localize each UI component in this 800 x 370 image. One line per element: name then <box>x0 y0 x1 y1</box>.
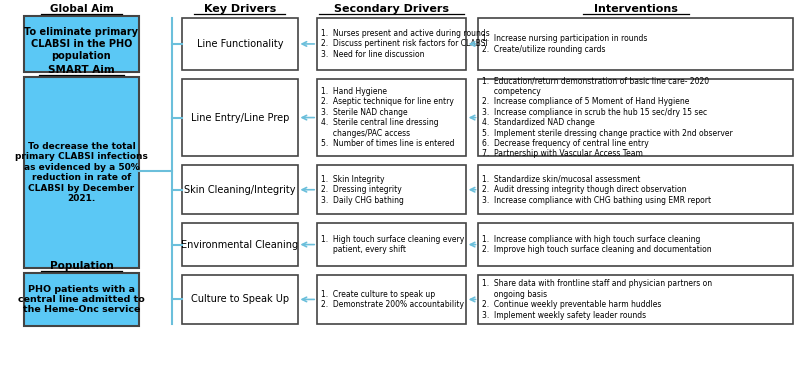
Text: 1.  Nurses present and active during rounds
2.  Discuss pertinent risk factors f: 1. Nurses present and active during roun… <box>321 29 490 59</box>
FancyBboxPatch shape <box>478 275 794 324</box>
Text: 1.  Standardize skin/mucosal assessment
2.  Audit dressing integrity though dire: 1. Standardize skin/mucosal assessment 2… <box>482 175 711 205</box>
Text: 1.  Share data with frontline staff and physician partners on
     ongoing basis: 1. Share data with frontline staff and p… <box>482 279 713 320</box>
Text: 1.  Create culture to speak up
2.  Demonstrate 200% accountability: 1. Create culture to speak up 2. Demonst… <box>321 290 464 309</box>
FancyBboxPatch shape <box>478 79 794 156</box>
Text: Interventions: Interventions <box>594 4 678 14</box>
FancyBboxPatch shape <box>478 18 794 70</box>
FancyBboxPatch shape <box>24 77 139 268</box>
FancyBboxPatch shape <box>317 165 466 215</box>
Text: Skin Cleaning/Integrity: Skin Cleaning/Integrity <box>184 185 295 195</box>
FancyBboxPatch shape <box>182 275 298 324</box>
FancyBboxPatch shape <box>24 16 139 72</box>
Text: PHO patients with a
central line admitted to
the Heme-Onc service: PHO patients with a central line admitte… <box>18 285 145 314</box>
FancyBboxPatch shape <box>478 223 794 266</box>
FancyBboxPatch shape <box>317 79 466 156</box>
Text: 1.  Education/return demonstration of basic line care- 2020
     competency
2.  : 1. Education/return demonstration of bas… <box>482 77 733 158</box>
Text: 1.  Skin Integrity
2.  Dressing integrity
3.  Daily CHG bathing: 1. Skin Integrity 2. Dressing integrity … <box>321 175 404 205</box>
Text: Key Drivers: Key Drivers <box>204 4 276 14</box>
Text: To decrease the total
primary CLABSI infections
as evidenced by a 50%
reduction : To decrease the total primary CLABSI inf… <box>15 142 148 203</box>
Text: 1.  Hand Hygiene
2.  Aseptic technique for line entry
3.  Sterile NAD change
4. : 1. Hand Hygiene 2. Aseptic technique for… <box>321 87 454 148</box>
Text: Line Functionality: Line Functionality <box>197 39 283 49</box>
Text: To eliminate primary
CLABSI in the PHO
population: To eliminate primary CLABSI in the PHO p… <box>25 27 138 61</box>
FancyBboxPatch shape <box>182 165 298 215</box>
FancyBboxPatch shape <box>24 273 139 326</box>
Text: Environmental Cleaning: Environmental Cleaning <box>182 239 298 250</box>
Text: Line Entry/Line Prep: Line Entry/Line Prep <box>190 112 289 122</box>
FancyBboxPatch shape <box>182 79 298 156</box>
FancyBboxPatch shape <box>182 223 298 266</box>
Text: Culture to Speak Up: Culture to Speak Up <box>190 295 289 305</box>
Text: SMART Aim: SMART Aim <box>48 65 114 75</box>
Text: 1.  Increase compliance with high touch surface cleaning
2.  Improve high touch : 1. Increase compliance with high touch s… <box>482 235 712 254</box>
FancyBboxPatch shape <box>317 275 466 324</box>
FancyBboxPatch shape <box>317 223 466 266</box>
FancyBboxPatch shape <box>317 18 466 70</box>
Text: Global Aim: Global Aim <box>50 4 114 14</box>
Text: Population: Population <box>50 261 114 271</box>
Text: 1.  Increase nursing participation in rounds
2.  Create/utilize rounding cards: 1. Increase nursing participation in rou… <box>482 34 648 54</box>
Text: Secondary Drivers: Secondary Drivers <box>334 4 449 14</box>
FancyBboxPatch shape <box>182 18 298 70</box>
FancyBboxPatch shape <box>478 165 794 215</box>
Text: 1.  High touch surface cleaning every
     patient, every shift: 1. High touch surface cleaning every pat… <box>321 235 464 254</box>
